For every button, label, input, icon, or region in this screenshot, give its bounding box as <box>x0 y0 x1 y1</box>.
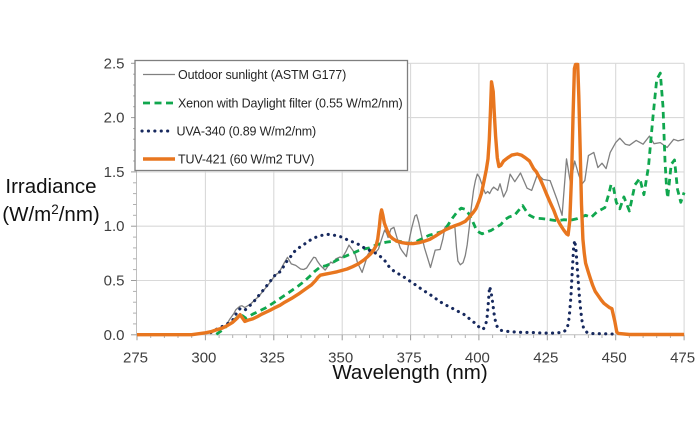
svg-text:300: 300 <box>191 350 216 367</box>
svg-text:375: 375 <box>397 350 422 367</box>
svg-text:TUV-421 (60 W/m2 TUV): TUV-421 (60 W/m2 TUV) <box>178 153 314 167</box>
svg-text:2.5: 2.5 <box>104 55 125 72</box>
svg-text:Xenon with Daylight filter (0.: Xenon with Daylight filter (0.55 W/m2/nm… <box>178 97 403 111</box>
svg-text:Irradiance: Irradiance <box>5 175 96 198</box>
svg-text:475: 475 <box>670 350 695 367</box>
svg-text:UVA-340 (0.89 W/m2/nm): UVA-340 (0.89 W/m2/nm) <box>177 125 317 139</box>
svg-text:2.0: 2.0 <box>104 110 125 127</box>
svg-text:0.5: 0.5 <box>104 273 125 290</box>
svg-text:1.5: 1.5 <box>104 164 125 181</box>
svg-text:Wavelength (nm): Wavelength (nm) <box>332 361 487 384</box>
svg-text:0.0: 0.0 <box>104 327 125 344</box>
svg-text:400: 400 <box>465 350 490 367</box>
svg-text:275: 275 <box>123 350 148 367</box>
svg-text:Outdoor sunlight (ASTM G177): Outdoor sunlight (ASTM G177) <box>178 68 346 82</box>
svg-text:350: 350 <box>328 350 353 367</box>
svg-text:325: 325 <box>260 350 285 367</box>
svg-text:1.0: 1.0 <box>104 218 125 235</box>
svg-text:(W/m2/nm): (W/m2/nm) <box>2 202 99 226</box>
svg-text:450: 450 <box>602 350 627 367</box>
svg-text:425: 425 <box>533 350 558 367</box>
